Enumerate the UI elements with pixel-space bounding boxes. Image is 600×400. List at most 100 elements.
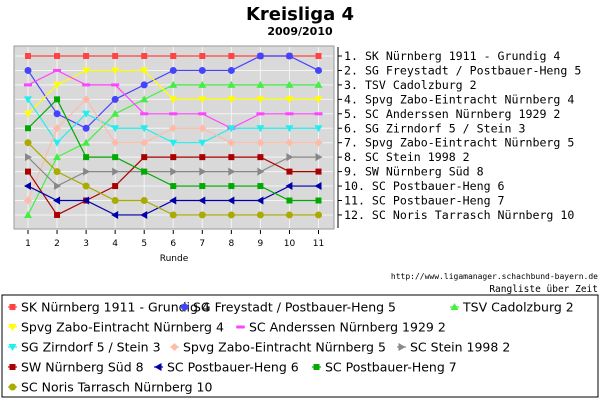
series-7 [24, 95, 323, 205]
data-point [169, 139, 178, 147]
data-point [228, 167, 236, 176]
data-point [228, 183, 235, 190]
data-point [314, 80, 323, 88]
data-point [315, 168, 322, 175]
data-point [82, 95, 91, 104]
x-tick-label: 5 [141, 239, 147, 249]
data-point [256, 196, 264, 205]
legend-label: SC Noris Tarrasch Nürnberg 10 [21, 380, 212, 395]
data-point [54, 96, 61, 103]
data-point [169, 80, 178, 88]
data-point [227, 96, 236, 104]
x-axis-ticks: 1 2 3 4 5 6 7 8 9 10 11 [25, 230, 324, 249]
legend-item: Spvg Zabo-Eintracht Nürnberg 4 [8, 320, 224, 335]
data-point [198, 196, 206, 205]
legend-item: SK Nürnberg 1911 - Grundig 4 [8, 300, 210, 315]
data-point [256, 112, 265, 116]
legend-item: SC Stein 1998 2 [397, 340, 510, 355]
data-point [227, 138, 236, 147]
data-point [285, 96, 294, 104]
ranking-label: 6. SG Zirndorf 5 / Stein 3 [344, 121, 526, 135]
data-point [314, 138, 323, 147]
legend-label: SW Nürnberg Süd 8 [21, 360, 144, 375]
data-point [315, 53, 322, 59]
legend-marker [313, 364, 320, 370]
legend-marker [9, 383, 16, 391]
legend-label: SC Postbauer-Heng 7 [325, 360, 457, 375]
legend-label: SC Postbauer-Heng 6 [167, 360, 299, 375]
data-point [111, 109, 120, 117]
data-point [82, 124, 90, 132]
data-point [285, 112, 294, 116]
data-point [314, 125, 323, 133]
legend-marker [9, 364, 16, 370]
legend-item: SG Zirndorf 5 / Stein 3 [8, 340, 161, 355]
series-9 [25, 154, 322, 218]
ranking-label: 8. SC Stein 1998 2 [344, 150, 470, 164]
source-link[interactable]: http://www.ligamanager.schachbund-bayern… [391, 272, 598, 281]
series-6 [24, 96, 323, 147]
data-point [24, 182, 31, 191]
data-point [53, 196, 61, 205]
x-tick-label: 2 [54, 239, 60, 249]
data-point [24, 83, 32, 87]
data-point [141, 168, 148, 175]
data-point [199, 167, 207, 176]
series-11 [25, 96, 322, 204]
x-tick-label: 7 [199, 239, 205, 249]
data-point [286, 153, 294, 162]
ranking-label: 7. Spvg Zabo-Eintracht Nürnberg 5 [344, 136, 574, 150]
data-point [140, 81, 148, 89]
ranking-label: 2. SG Freystadt / Postbauer-Heng 5 [344, 63, 581, 77]
data-point [82, 138, 91, 146]
legend-marker [154, 363, 162, 371]
data-point [315, 153, 323, 162]
data-point [82, 110, 91, 118]
data-point [169, 96, 178, 104]
data-point [54, 53, 61, 59]
data-point [285, 182, 293, 191]
data-point [140, 125, 149, 133]
data-point [198, 139, 207, 147]
x-tick-label: 8 [228, 239, 234, 249]
data-point [170, 167, 178, 176]
data-point [24, 66, 32, 74]
data-point [169, 124, 178, 133]
data-point [83, 167, 91, 176]
data-point [141, 53, 148, 59]
data-point [227, 125, 236, 133]
data-point [198, 66, 206, 74]
data-point [53, 124, 62, 133]
data-point [198, 124, 207, 133]
data-point [256, 80, 265, 88]
data-point [140, 67, 149, 75]
data-point [25, 125, 31, 132]
legend-marker [8, 324, 17, 331]
data-point [257, 167, 265, 176]
data-point [140, 197, 148, 204]
x-tick-label: 3 [83, 239, 89, 249]
legend-item: Spvg Zabo-Eintracht Nürnberg 5 [170, 340, 386, 355]
data-point [285, 211, 293, 219]
data-point [198, 80, 207, 88]
legend-label: SG Freystadt / Postbauer-Heng 5 [193, 300, 396, 315]
data-point [227, 66, 235, 74]
source-url: http://www.ligamanager.schachbund-bayern… [391, 272, 598, 281]
x-tick-label: 9 [258, 239, 264, 249]
data-point [227, 80, 236, 88]
data-point [256, 211, 264, 219]
data-point [170, 154, 177, 161]
data-point [112, 183, 119, 190]
ranking-label: 1. SK Nürnberg 1911 - Grundig 4 [344, 49, 560, 63]
series-3 [24, 80, 323, 218]
legend-item: SC Noris Tarrasch Nürnberg 10 [8, 380, 212, 395]
legend-label: SC Stein 1998 2 [410, 340, 510, 355]
data-point [24, 210, 32, 218]
chart-title: Kreisliga 4 [246, 4, 354, 25]
ranking-label: 3. TSV Cadolzburg 2 [344, 78, 477, 92]
data-point [169, 211, 177, 219]
data-point [111, 67, 120, 75]
legend-label: Spvg Zabo-Eintracht Nürnberg 4 [21, 320, 224, 335]
legend-label: Spvg Zabo-Eintracht Nürnberg 5 [183, 340, 386, 355]
